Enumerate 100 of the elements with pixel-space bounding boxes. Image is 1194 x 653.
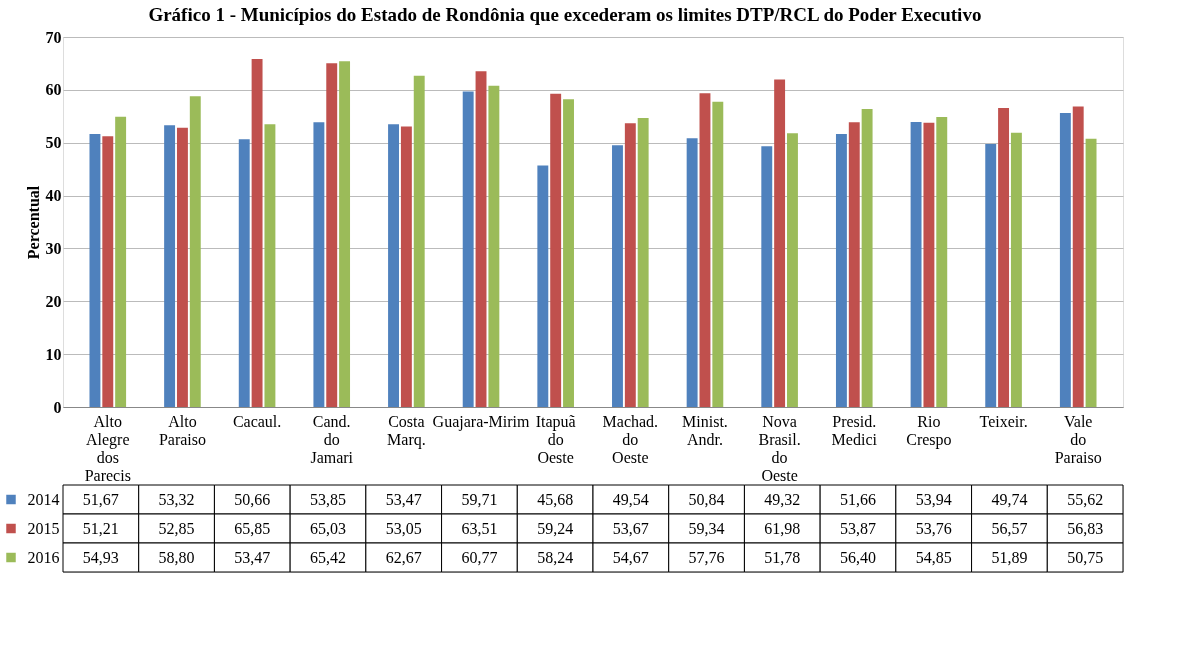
x-tick-label: Itapuã do Oeste: [535, 412, 576, 466]
bar: [861, 108, 873, 407]
bar: [835, 133, 847, 407]
data-label: 65,03: [310, 519, 346, 537]
data-label: 65,85: [234, 519, 271, 537]
bar: [462, 91, 474, 407]
data-label: 61,98: [764, 519, 801, 537]
data-label: 53,94: [915, 490, 952, 508]
bar: [339, 61, 351, 407]
x-tick-label: Vale do Paraiso: [1054, 412, 1102, 466]
bar: [388, 124, 399, 407]
bar: [686, 138, 698, 407]
data-label: 53,87: [840, 519, 876, 537]
data-label: 53,76: [915, 519, 952, 537]
data-label: 57,76: [688, 548, 725, 566]
bar: [923, 122, 935, 407]
data-label: 49,32: [764, 490, 801, 508]
data-label: 49,74: [991, 490, 1028, 508]
bar: [550, 93, 562, 407]
bar: [475, 71, 487, 407]
data-label: 56,57: [991, 519, 1028, 537]
legend-label: 2015: [27, 519, 60, 537]
bar: [176, 127, 188, 407]
x-tick-label: Minist. Andr.: [682, 412, 728, 448]
bar: [936, 117, 948, 407]
x-tick-label: Teixeir.: [979, 412, 1028, 430]
data-label: 51,78: [764, 548, 801, 566]
data-label: 53,47: [234, 548, 271, 566]
x-tick-label: Rio Crespo: [906, 412, 952, 449]
x-tick-label: Guajara-Mirim: [432, 412, 530, 431]
data-label: 50,84: [688, 490, 725, 508]
bar: [537, 165, 549, 407]
data-label: 62,67: [385, 548, 422, 566]
data-label: 53,32: [158, 490, 195, 508]
bar: [910, 121, 922, 407]
data-label: 58,80: [158, 548, 195, 566]
bar: [563, 99, 574, 407]
bar: [624, 123, 636, 407]
x-tick-label: Presid. Medici: [831, 412, 878, 448]
bar: [238, 139, 250, 407]
data-label: 60,77: [461, 548, 498, 566]
legend-label: 2014: [27, 490, 60, 508]
bar: [637, 118, 649, 407]
data-label: 59,71: [461, 490, 498, 508]
bar: [400, 126, 412, 407]
data-label: 55,62: [1067, 490, 1104, 508]
data-label: 45,68: [537, 490, 574, 508]
data-label: 59,24: [537, 519, 574, 537]
data-label: 63,51: [461, 519, 498, 537]
bar: [313, 122, 325, 407]
bar: [1085, 138, 1097, 407]
bar: [1059, 113, 1071, 407]
data-label: 56,83: [1067, 519, 1104, 537]
x-tick-label: Nova Brasil. do Oeste: [758, 412, 801, 484]
bar: [699, 93, 711, 407]
bar: [488, 85, 500, 407]
y-axis-title: Percentual: [24, 185, 42, 260]
legend-label: 2016: [27, 548, 60, 566]
y-tick-label: 70: [45, 28, 62, 46]
bar: [1072, 106, 1084, 407]
data-label: 53,85: [310, 490, 346, 508]
y-tick-label: 10: [45, 345, 62, 363]
bar: [89, 133, 101, 407]
bar: [326, 63, 338, 407]
bar: [998, 107, 1010, 407]
data-label: 50,66: [234, 490, 271, 508]
data-label: 65,42: [310, 548, 346, 566]
bar: [264, 124, 276, 407]
x-tick-label: Alto Paraiso: [158, 412, 206, 448]
data-label: 53,47: [385, 490, 422, 508]
chart-title: Gráfico 1 - Municípios do Estado de Rondônia que excederam os limites DTP/RCL do Poder Executivo: [148, 3, 982, 25]
data-label: 53,67: [612, 519, 649, 537]
x-tick-label: Costa Marq.: [387, 412, 426, 449]
bar: [102, 136, 114, 407]
x-tick-label: Cacaul.: [232, 412, 282, 430]
data-label: 51,21: [82, 519, 119, 537]
bar: [774, 79, 786, 407]
bar: [787, 133, 798, 407]
y-tick-label: 40: [45, 187, 62, 205]
y-tick-label: 0: [53, 398, 62, 416]
x-tick-label: Alto Alegre dos Parecis: [84, 412, 131, 484]
data-label: 51,89: [991, 548, 1028, 566]
y-tick-label: 60: [45, 81, 62, 99]
data-label: 49,54: [612, 490, 649, 508]
bar: [712, 101, 724, 407]
bar: [115, 116, 127, 407]
bar: [1010, 132, 1022, 407]
bar: [189, 96, 201, 407]
data-label: 54,93: [82, 548, 119, 566]
bar: [612, 145, 623, 407]
bar: [761, 146, 773, 407]
x-tick-label: Machad. do Oeste: [602, 412, 659, 466]
data-label: 54,85: [915, 548, 952, 566]
data-label: 51,66: [840, 490, 876, 508]
data-label: 50,75: [1067, 548, 1104, 566]
bar: [251, 58, 263, 407]
bar: [413, 75, 425, 407]
data-label: 56,40: [840, 548, 876, 566]
data-label: 58,24: [537, 548, 574, 566]
bar: [985, 144, 997, 407]
